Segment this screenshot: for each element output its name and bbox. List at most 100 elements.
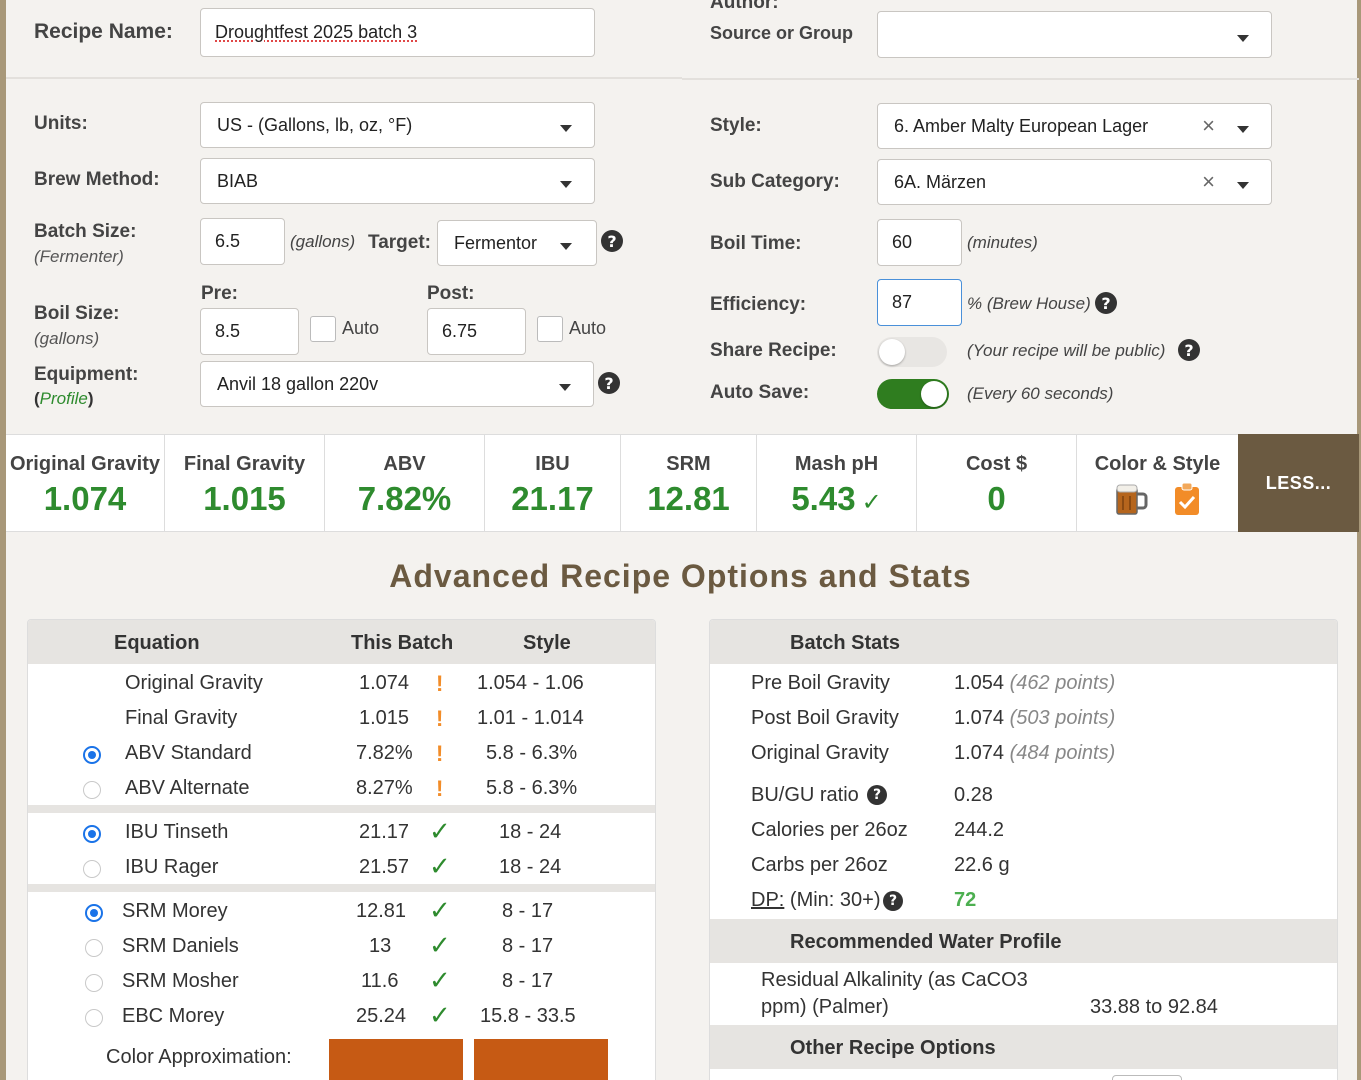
stat-srm-title: SRM bbox=[666, 453, 711, 475]
row-batch: 12.81 bbox=[356, 900, 407, 922]
efficiency-label: Efficiency: bbox=[710, 294, 807, 315]
style-label: Style: bbox=[710, 115, 762, 136]
row-style: 18 - 24 bbox=[499, 821, 562, 843]
clear-icon[interactable]: × bbox=[1202, 169, 1215, 194]
row-batch: 1.074 bbox=[359, 672, 410, 694]
chevron-down-icon bbox=[560, 125, 572, 132]
page-frame-left bbox=[0, 0, 6, 1080]
help-icon[interactable]: ? bbox=[601, 230, 623, 252]
recipe-name-input[interactable]: Droughtfest 2025 batch 3 bbox=[200, 8, 595, 57]
srm-daniels-radio[interactable] bbox=[85, 939, 103, 957]
style-value: 6. Amber Malty European Lager bbox=[894, 115, 1149, 136]
other-option-input[interactable] bbox=[1112, 1075, 1182, 1080]
target-select[interactable]: Fermentor bbox=[437, 220, 597, 266]
equipment-profile-link[interactable]: Profile bbox=[39, 389, 88, 408]
target-label: Target: bbox=[368, 232, 431, 253]
srm-mosher-radio[interactable] bbox=[85, 974, 103, 992]
header-divider-left bbox=[6, 77, 682, 79]
dp-link[interactable]: DP: bbox=[751, 889, 785, 911]
stat-ibu: IBU 21.17 bbox=[485, 435, 621, 531]
share-label: Share Recipe: bbox=[710, 340, 837, 361]
carbs-value: 22.6 g bbox=[954, 854, 1010, 876]
stat-ph: Mash pH 5.43 ✓ bbox=[757, 435, 917, 531]
stat-cost-title: Cost $ bbox=[965, 453, 1028, 475]
share-toggle[interactable] bbox=[877, 337, 947, 367]
subcat-select[interactable]: 6A. Märzen × bbox=[877, 159, 1272, 205]
beer-mug-icon[interactable] bbox=[1113, 482, 1149, 518]
other-options-title: Other Recipe Options bbox=[790, 1037, 996, 1059]
batch-size-input[interactable]: 6.5 bbox=[200, 218, 285, 265]
srm-morey-radio[interactable] bbox=[85, 904, 103, 922]
post-label: Post: bbox=[427, 283, 475, 304]
boil-time-input[interactable]: 60 bbox=[877, 219, 962, 266]
equipment-paren-open: ( bbox=[34, 389, 40, 408]
stat-cost: Cost $ 0 bbox=[917, 435, 1077, 531]
efficiency-input[interactable]: 87 bbox=[877, 279, 962, 326]
stat-fg-value: 1.015 bbox=[203, 480, 286, 517]
group-separator bbox=[28, 805, 655, 813]
toggle-knob bbox=[879, 339, 905, 365]
equipment-profile-wrap: (Profile) bbox=[34, 389, 94, 409]
style-select[interactable]: 6. Amber Malty European Lager × bbox=[877, 103, 1272, 149]
clipboard-check-icon[interactable] bbox=[1173, 482, 1201, 516]
units-select[interactable]: US - (Gallons, lb, oz, °F) bbox=[200, 102, 595, 148]
pre-boil-gravity-value: 1.054 (462 points) bbox=[954, 672, 1115, 695]
ibu-tinseth-radio[interactable] bbox=[83, 825, 101, 843]
equipment-select[interactable]: Anvil 18 gallon 220v bbox=[200, 361, 594, 407]
group-separator bbox=[28, 884, 655, 892]
stat-abv: ABV 7.82% bbox=[325, 435, 485, 531]
help-icon[interactable]: ? bbox=[883, 891, 903, 911]
brew-method-select[interactable]: BIAB bbox=[200, 158, 595, 204]
bugu-label: BU/GU ratio bbox=[751, 784, 859, 806]
post-auto-label: Auto bbox=[569, 318, 607, 338]
row-name: Final Gravity bbox=[125, 707, 238, 729]
abv-standard-radio[interactable] bbox=[83, 746, 101, 764]
efficiency-value: 87 bbox=[892, 292, 913, 312]
row-style: 5.8 - 6.3% bbox=[486, 742, 578, 764]
stat-color-style: Color & Style bbox=[1077, 435, 1238, 531]
style-color-swatch bbox=[474, 1039, 608, 1080]
boil-size-sub: (gallons) bbox=[34, 329, 100, 348]
dp-label-wrap: DP: (Min: 30+) bbox=[751, 889, 881, 912]
pre-boil-gravity-label: Pre Boil Gravity bbox=[751, 672, 890, 694]
batch-stats-header: Batch Stats bbox=[710, 620, 1337, 664]
row-name: SRM Mosher bbox=[122, 970, 239, 992]
ibu-rager-radio[interactable] bbox=[83, 860, 101, 878]
ra-label-2: ppm) (Palmer) bbox=[761, 996, 889, 1018]
post-auto-checkbox[interactable] bbox=[537, 316, 563, 342]
chevron-down-icon bbox=[560, 243, 572, 250]
water-profile-title: Recommended Water Profile bbox=[790, 931, 1062, 953]
ebc-morey-radio[interactable] bbox=[85, 1009, 103, 1027]
check-icon: ✓ bbox=[429, 930, 451, 960]
pre-auto-label: Auto bbox=[342, 318, 380, 338]
pre-boil-input[interactable]: 8.5 bbox=[200, 308, 299, 355]
stat-ibu-title: IBU bbox=[535, 453, 570, 475]
less-button[interactable]: LESS... bbox=[1238, 434, 1359, 532]
check-icon: ✓ bbox=[429, 851, 451, 881]
post-boil-input[interactable]: 6.75 bbox=[427, 308, 526, 355]
abv-alternate-radio[interactable] bbox=[83, 781, 101, 799]
header-divider-right bbox=[682, 78, 1359, 80]
toggle-knob bbox=[921, 381, 947, 407]
help-icon[interactable]: ? bbox=[598, 372, 620, 394]
help-icon[interactable]: ? bbox=[1095, 292, 1117, 314]
post-boil-points: (503 points) bbox=[1009, 707, 1116, 729]
pre-auto-checkbox[interactable] bbox=[310, 316, 336, 342]
color-approx-label: Color Approximation: bbox=[106, 1046, 292, 1068]
og-points: (484 points) bbox=[1009, 742, 1116, 764]
help-icon[interactable]: ? bbox=[867, 785, 887, 805]
clear-icon[interactable]: × bbox=[1202, 113, 1215, 138]
stat-og-title: Original Gravity bbox=[9, 453, 161, 475]
col-style: Style bbox=[523, 632, 571, 654]
warning-icon: ! bbox=[436, 741, 444, 766]
row-name: ABV Standard bbox=[125, 742, 252, 764]
warning-icon: ! bbox=[436, 706, 444, 731]
help-icon[interactable]: ? bbox=[1178, 339, 1200, 361]
chevron-down-icon bbox=[559, 384, 571, 391]
stat-color-title: Color & Style bbox=[1094, 453, 1221, 475]
batch-stats-title: Batch Stats bbox=[790, 632, 901, 654]
autosave-toggle[interactable] bbox=[877, 379, 949, 409]
stat-ph-wrap: 5.43 ✓ bbox=[757, 480, 916, 518]
source-select[interactable] bbox=[877, 11, 1272, 58]
pre-boil-gravity-number: 1.054 bbox=[954, 672, 1005, 694]
